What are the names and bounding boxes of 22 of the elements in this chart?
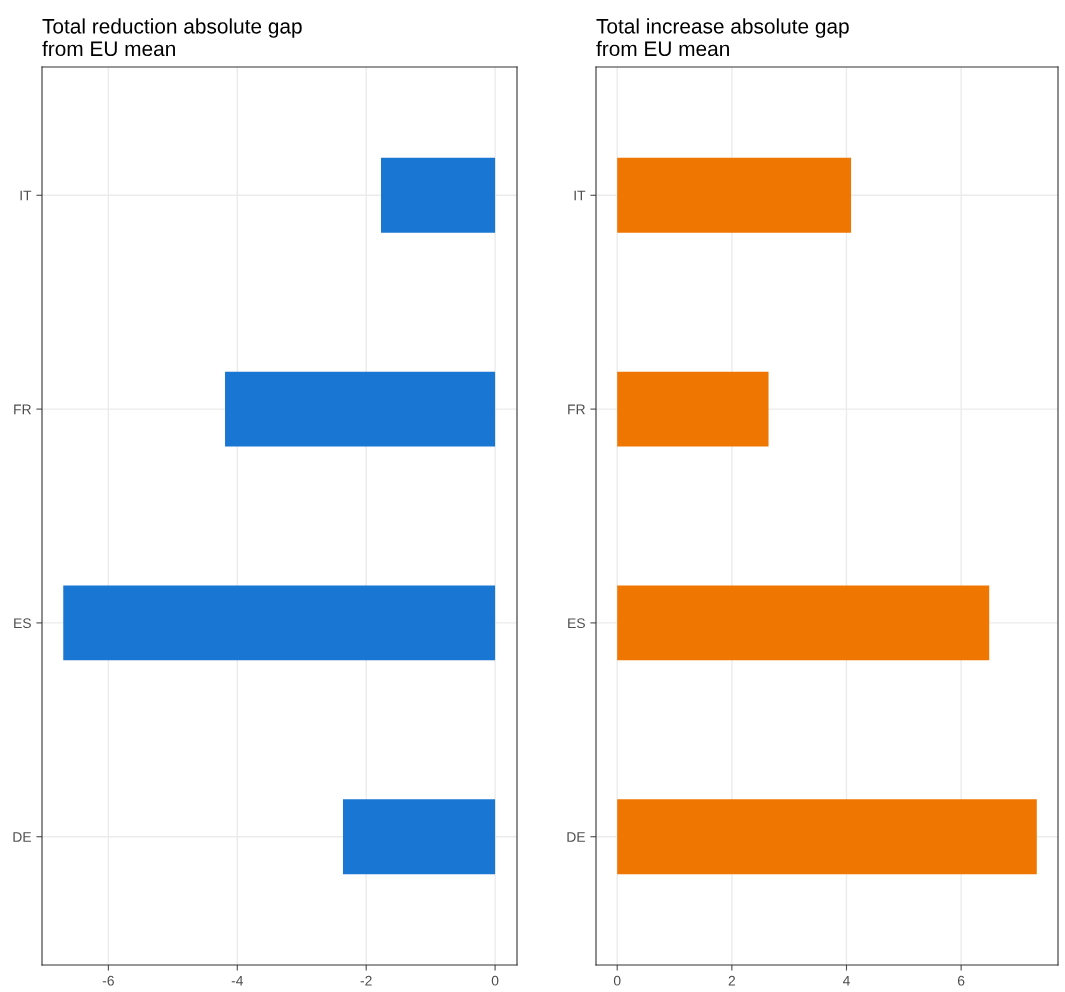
y-tick-label: FR — [14, 404, 31, 415]
x-tick-label: -4 — [231, 975, 244, 986]
x-tick-label: 2 — [728, 975, 736, 986]
bar — [617, 157, 852, 233]
x-tick-label: -6 — [102, 975, 114, 986]
y-tick-label: DE — [13, 832, 31, 842]
y-tick-label: IT — [574, 190, 586, 201]
chart-title: Total reduction absolute gap from EU mean — [42, 18, 302, 57]
x-tick-label: 0 — [491, 975, 499, 986]
y-tick-label: FR — [568, 404, 585, 415]
bar — [617, 799, 1037, 875]
x-tick-label: 6 — [957, 975, 965, 986]
chart-title: Total increase absolute gap from EU mean — [596, 18, 849, 57]
y-tick-label: IT — [20, 190, 32, 201]
bar — [617, 585, 990, 661]
x-tick-label: 0 — [613, 975, 621, 986]
x-tick-label: 4 — [842, 975, 850, 986]
y-tick-label: DE — [567, 832, 585, 842]
y-tick-label: ES — [568, 618, 585, 629]
x-tick-label: -2 — [360, 975, 372, 986]
bar — [617, 371, 769, 447]
y-tick-label: ES — [14, 618, 31, 629]
